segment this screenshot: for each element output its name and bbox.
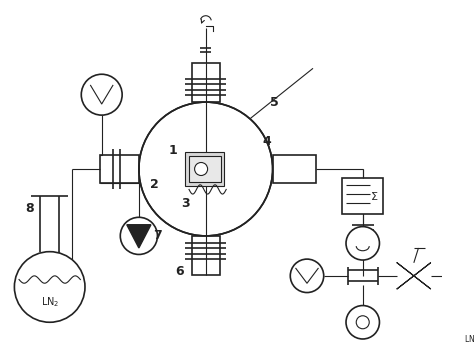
Text: LN$_2$: LN$_2$ <box>464 333 474 346</box>
Polygon shape <box>127 225 151 248</box>
Bar <box>100 155 139 183</box>
Bar <box>185 152 224 186</box>
Circle shape <box>346 305 380 339</box>
Bar <box>192 236 219 275</box>
Circle shape <box>139 102 273 236</box>
Circle shape <box>120 217 157 254</box>
Text: $\Sigma$: $\Sigma$ <box>370 190 378 202</box>
Polygon shape <box>397 263 430 276</box>
Text: 6: 6 <box>175 265 184 278</box>
Bar <box>273 155 316 183</box>
Text: 8: 8 <box>25 202 34 214</box>
Circle shape <box>346 226 380 260</box>
Text: 4: 4 <box>263 135 272 148</box>
Bar <box>192 63 219 102</box>
Bar <box>192 236 219 275</box>
Bar <box>100 155 139 183</box>
Text: 2: 2 <box>150 178 159 191</box>
Text: 1: 1 <box>169 144 178 157</box>
Circle shape <box>356 316 369 329</box>
Bar <box>192 63 219 102</box>
Circle shape <box>81 74 122 115</box>
Circle shape <box>195 162 208 175</box>
Bar <box>189 156 220 182</box>
Text: LN$_2$: LN$_2$ <box>40 295 59 309</box>
Circle shape <box>14 252 85 322</box>
Text: 7: 7 <box>153 229 162 242</box>
Bar <box>273 155 316 183</box>
Text: 3: 3 <box>181 197 190 210</box>
Text: 5: 5 <box>270 96 279 108</box>
Circle shape <box>290 259 324 293</box>
Polygon shape <box>397 276 430 289</box>
Bar <box>342 178 383 214</box>
